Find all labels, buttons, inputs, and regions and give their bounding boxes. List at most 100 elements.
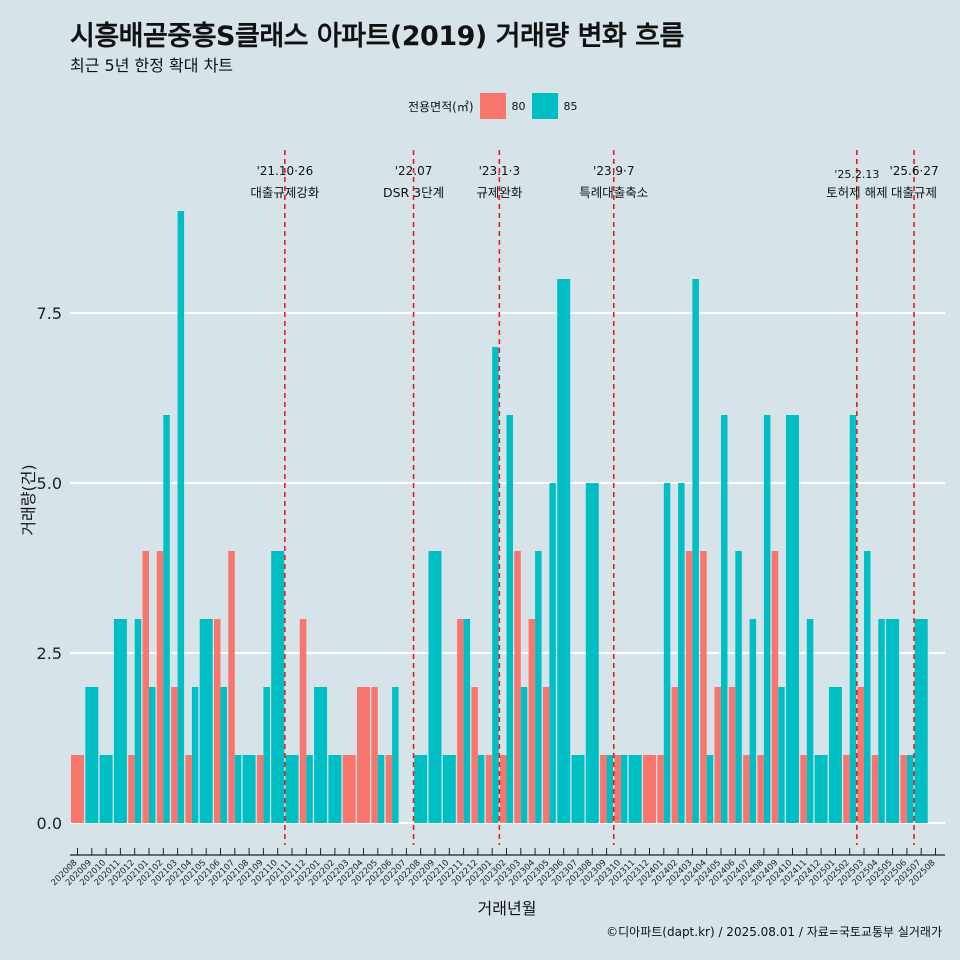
bar-85-202107 [234,755,242,823]
bar-85-202011 [113,619,127,823]
event-date-label: '23.9·7 [593,164,634,178]
bar-85-202308 [585,483,599,823]
bar-80-202304 [528,619,536,823]
bar-85-202505 [886,619,900,823]
bar-80-202206 [385,755,393,823]
legend-label-80: 80 [511,99,526,113]
event-label: DSR 3단계 [383,185,444,200]
bar-80-202303 [514,551,521,823]
bar-85-202304 [535,551,542,823]
chart-title: 시흥배곧중흥S클래스 아파트(2019) 거래량 변화 흐름 [70,21,684,52]
bar-80-202104 [185,755,192,823]
bar-85-202411 [806,619,814,823]
bar-85-202103 [177,211,185,823]
bar-85-202310 [620,755,628,823]
bar-80-202404 [700,551,707,823]
legend-label-85: 85 [563,99,578,113]
bar-85-202108 [242,755,256,823]
bar-80-202302 [500,755,507,823]
bar-85-202301 [492,347,499,823]
bar-80-202504 [871,755,879,823]
bar-80-202109 [256,755,264,823]
bar-85-202303 [520,687,528,823]
bar-85-202404 [706,755,714,823]
bar-80-202402 [671,687,679,823]
bar-80-202101 [142,551,149,823]
bar-85-202504 [878,619,885,823]
event-label: 대출규제강화 [250,185,320,200]
bar-80-202503 [857,687,864,823]
event-label: 대출규제 [891,185,937,200]
bar-80-202205 [371,687,378,823]
bar-85-202305 [549,483,556,823]
bar-85-202206 [392,687,399,823]
bar-85-202405 [721,415,728,823]
bar-85-202104 [191,687,199,823]
event-date-label: '22.07 [395,164,433,178]
bar-85-202501 [828,687,842,823]
bar-80-202103 [171,687,178,823]
bar-80-202012 [128,755,135,823]
legend: 전용면적(㎡) 80 85 [408,92,584,120]
bar-85-202106 [220,687,227,823]
legend-title: 전용면적(㎡) [408,99,474,114]
bar-80-202309 [600,755,607,823]
y-tick-label: 2.5 [37,644,62,663]
event-label: 토허제 해제 [826,185,887,200]
bar-85-202306 [557,279,571,823]
bar-80-202401 [657,755,664,823]
bar-85-202506 [906,755,914,823]
bar-85-202311 [628,755,642,823]
bar-85-202102 [163,415,170,823]
chart-subtitle: 최근 5년 한정 확대 차트 [70,56,234,75]
legend-key-80 [479,93,506,119]
bar-85-202502 [849,415,857,823]
bar-80-202312 [643,755,656,823]
bar-80-202305 [542,687,550,823]
bar-85-202009 [85,687,99,823]
bar-85-202409 [778,687,785,823]
bar-85-202412 [814,755,828,823]
bar-85-202212 [477,755,485,823]
event-date-label: '25.2.13 [834,168,879,181]
bar-80-202502 [843,755,850,823]
bar-85-202110 [271,551,285,823]
bar-80-202506 [900,755,907,823]
event-date-label: '21.10·26 [256,164,313,178]
bar-80-202203 [342,755,356,823]
bar-80-202106 [214,619,221,823]
bar-85-202406 [735,551,742,823]
bar-80-202403 [685,551,693,823]
bar-85-202503 [864,551,871,823]
bar-80-202411 [800,755,807,823]
bar-80-202008 [71,755,84,823]
y-tick-label: 7.5 [37,304,62,323]
bar-80-202301 [485,755,493,823]
bar-85-202112 [306,755,313,823]
bar-85-202507 [914,619,928,823]
bar-85-202211 [463,619,471,823]
bar-85-202010 [99,755,113,823]
source-caption: ©디아파트(dapt.kr) / 2025.08.01 / 자료=국토교통부 실… [606,925,942,939]
bar-85-202209 [428,551,442,823]
bar-80-202212 [471,687,478,823]
bar-80-202211 [457,619,464,823]
event-date-label: '25.6·27 [889,164,938,178]
bar-85-202309 [606,755,614,823]
bar-85-202208 [414,755,428,823]
bar-80-202112 [299,619,307,823]
bar-85-202210 [442,755,456,823]
bar-85-202402 [678,483,685,823]
bar-85-202105 [199,619,213,823]
bar-80-202407 [743,755,750,823]
bar-85-202408 [763,415,771,823]
y-tick-label: 0.0 [37,814,62,833]
bar-80-202405 [714,687,721,823]
event-label: 규제완화 [476,185,523,200]
bar-85-202205 [377,755,385,823]
legend-key-85 [531,93,558,119]
bar-80-202204 [357,687,370,823]
bar-80-202102 [156,551,164,823]
bar-80-202408 [757,755,764,823]
bar-85-202202 [328,755,342,823]
